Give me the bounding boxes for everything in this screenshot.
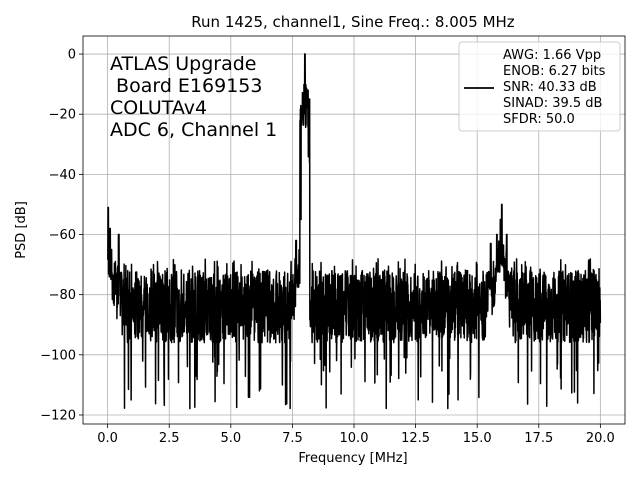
annotation-line-1: ATLAS Upgrade (110, 53, 256, 75)
y-tick-label: −120 (40, 408, 76, 423)
y-tick-label: −60 (49, 228, 76, 243)
x-tick-label: 20.0 (586, 431, 615, 446)
y-tick-label: −100 (40, 348, 76, 363)
x-tick-label: 7.5 (282, 431, 303, 446)
x-tick-label: 10.0 (340, 431, 369, 446)
psd-series-line (106, 53, 602, 410)
x-axis-label: Frequency [MHz] (298, 451, 407, 466)
x-tick-label: 5.0 (220, 431, 241, 446)
legend-line-2: ENOB: 6.27 bits (503, 64, 606, 79)
series-layer (106, 53, 602, 410)
x-tick-label: 15.0 (463, 431, 492, 446)
x-tick-label: 2.5 (159, 431, 180, 446)
annotation-line-4: ADC 6, Channel 1 (110, 119, 277, 141)
x-tick-label: 12.5 (401, 431, 430, 446)
legend-line-3: SNR: 40.33 dB (503, 80, 597, 95)
annotation-box: ATLAS Upgrade Board E169153 COLUTAv4 ADC… (110, 53, 277, 141)
y-tick-label: 0 (68, 48, 76, 63)
x-tick-label: 17.5 (524, 431, 553, 446)
y-tick-label: −40 (49, 168, 76, 183)
y-axis-label: PSD [dB] (14, 201, 29, 259)
axis-ticks: 0.0 2.5 5.0 7.5 10.0 12.5 15.0 17.5 20.0 0 −20 −40 −… (40, 48, 615, 446)
annotation-line-3: COLUTAv4 (110, 97, 207, 119)
y-tick-label: −20 (49, 108, 76, 123)
x-tick-label: 0.0 (97, 431, 118, 446)
legend-line-5: SFDR: 50.0 (503, 112, 575, 127)
legend-line-1: AWG: 1.66 Vpp (503, 48, 601, 63)
annotation-line-2: Board E169153 (110, 75, 262, 97)
chart-title: Run 1425, channel1, Sine Freq.: 8.005 MH… (191, 13, 515, 31)
legend-line-4: SINAD: 39.5 dB (503, 96, 602, 111)
legend: AWG: 1.66 Vpp ENOB: 6.27 bits SNR: 40.33… (458, 41, 621, 132)
y-tick-label: −80 (49, 288, 76, 303)
legend-box (458, 41, 621, 132)
